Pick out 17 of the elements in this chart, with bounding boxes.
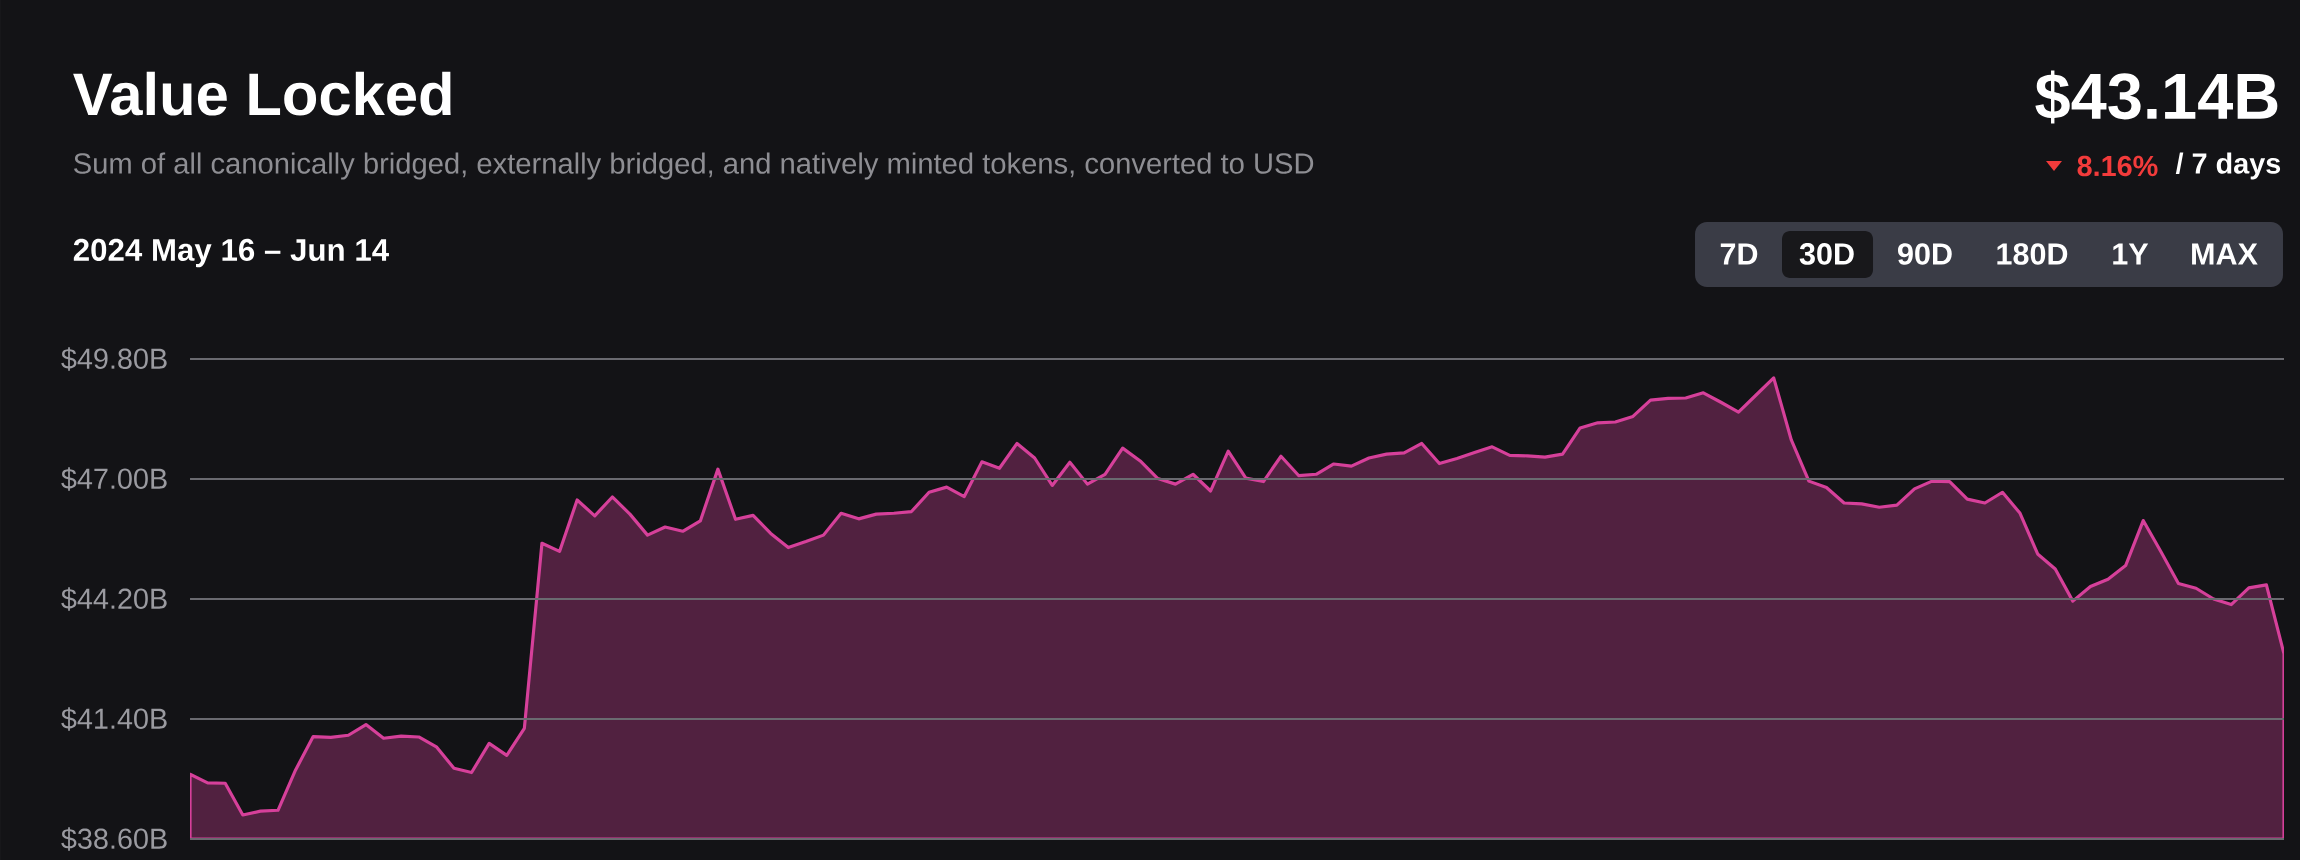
text: 1Y xyxy=(2113,243,2149,265)
y-tick-label: $38.60B xyxy=(61,827,167,851)
y-tick-label: $49.80B xyxy=(61,347,167,371)
y-tick-label: $47.00B xyxy=(61,467,167,491)
text: / 7 days xyxy=(2175,152,2281,180)
y-tick-label: $41.40B xyxy=(61,707,167,731)
y-tick-label: $44.20B xyxy=(61,587,167,611)
text: MAX xyxy=(2192,243,2258,265)
text: 30D xyxy=(1799,243,1854,265)
text: $43.14B xyxy=(2035,70,2278,124)
chart-subtitle: Sum of all canonically bridged, externally bridged, and natively minted tokens, converted to USD xyxy=(74,152,1314,180)
text: 90D xyxy=(1898,243,1952,265)
text: 7D xyxy=(1720,243,1758,265)
text: 2024 May 16 – Jun 14 xyxy=(73,238,389,268)
text: 180D xyxy=(1997,243,2068,265)
chart-title: Value Locked xyxy=(73,71,451,116)
text: 8.16% xyxy=(2077,155,2158,177)
